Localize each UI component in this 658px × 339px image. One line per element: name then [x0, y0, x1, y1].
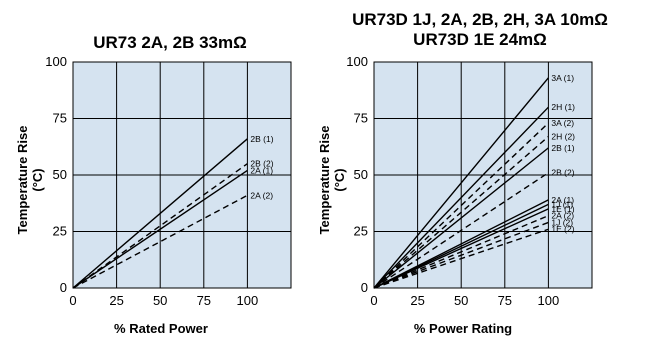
y-tick-label: 25 [354, 224, 368, 239]
chart-ur73: UR73 2A, 2B 33mΩ Temperature Rise (°C) %… [15, 33, 292, 336]
x-tick-label: 75 [498, 293, 512, 308]
y-tick-label: 0 [60, 280, 67, 295]
x-tick-label: 75 [197, 293, 211, 308]
y-tick-label: 75 [53, 111, 67, 126]
y-axis-label-group: Temperature Rise (°C) [15, 126, 45, 235]
y-axis-label: Temperature Rise [317, 126, 332, 235]
series-label: 2H (1) [551, 102, 575, 112]
series-line [72, 163, 248, 289]
series-line [373, 228, 549, 289]
series-line [373, 136, 549, 289]
y-tick-label: 0 [361, 280, 368, 295]
x-tick-label: 0 [69, 293, 76, 308]
series-line [72, 138, 248, 289]
x-tick-label: 50 [454, 293, 468, 308]
x-axis-label: % Power Rating [414, 321, 512, 336]
series-line [373, 106, 549, 289]
chart-title-line-1: UR73D 1J, 2A, 2B, 2H, 3A 10mΩ [352, 10, 608, 29]
plot-area: 0 25 50 75 100 0 25 50 75 100 2B (1) 2B (2)2A (1) 2A… [45, 54, 292, 308]
series-line [72, 169, 248, 289]
series-line [373, 215, 549, 289]
series-label: 2H (2) [551, 132, 575, 142]
series-line [373, 208, 549, 289]
series-label: 2B (2) [250, 159, 273, 169]
series-label: 2A (2) [250, 190, 273, 200]
series-label: 2A (2) [551, 211, 574, 221]
x-tick-label: 100 [538, 293, 560, 308]
y-tick-label: 50 [354, 167, 368, 182]
plot-area: 0 25 50 75 100 0 25 50 75 100 3A (1) 2H (1) 3A (2) 2H… [346, 54, 593, 308]
x-tick-label: 50 [153, 293, 167, 308]
chart-title-line-2: UR73D 1E 24mΩ [413, 30, 547, 49]
x-tick-label: 25 [410, 293, 424, 308]
y-tick-label: 100 [346, 54, 368, 69]
y-tick-label: 75 [354, 111, 368, 126]
y-axis-unit: (°C) [332, 168, 347, 191]
series-line [373, 221, 549, 289]
series-label: 3A (1) [551, 73, 574, 83]
series-line [72, 194, 248, 289]
chart-title: UR73 2A, 2B 33mΩ [93, 33, 246, 52]
y-axis-label: Temperature Rise [15, 126, 30, 235]
series-label: 1E (2) [551, 224, 574, 234]
x-tick-label: 25 [109, 293, 123, 308]
x-axis-label: % Rated Power [114, 321, 208, 336]
series-label: 1E (1) [551, 204, 574, 214]
series-line [373, 172, 549, 289]
series-line [373, 77, 549, 289]
y-axis-unit: (°C) [30, 168, 45, 191]
series-label: 1J (2) [551, 217, 573, 227]
series-label: 2B (1) [250, 134, 273, 144]
series-label: 3A (2) [551, 118, 574, 128]
y-tick-label: 100 [45, 54, 67, 69]
y-tick-label: 50 [53, 167, 67, 182]
series-label: 2B (2) [551, 168, 574, 178]
series-line [373, 147, 549, 289]
series-label: 2A (1) [551, 195, 574, 205]
y-tick-label: 25 [53, 224, 67, 239]
series-line [373, 122, 549, 289]
x-tick-label: 0 [370, 293, 377, 308]
chart-ur73d: UR73D 1J, 2A, 2B, 2H, 3A 10mΩ UR73D 1E 2… [317, 10, 608, 336]
x-tick-label: 100 [237, 293, 259, 308]
series-label: 2B (1) [551, 143, 574, 153]
series-label: 1J (1) [551, 199, 573, 209]
y-axis-label-group: Temperature Rise (°C) [317, 126, 347, 235]
series-label: 2A (1) [250, 165, 273, 175]
